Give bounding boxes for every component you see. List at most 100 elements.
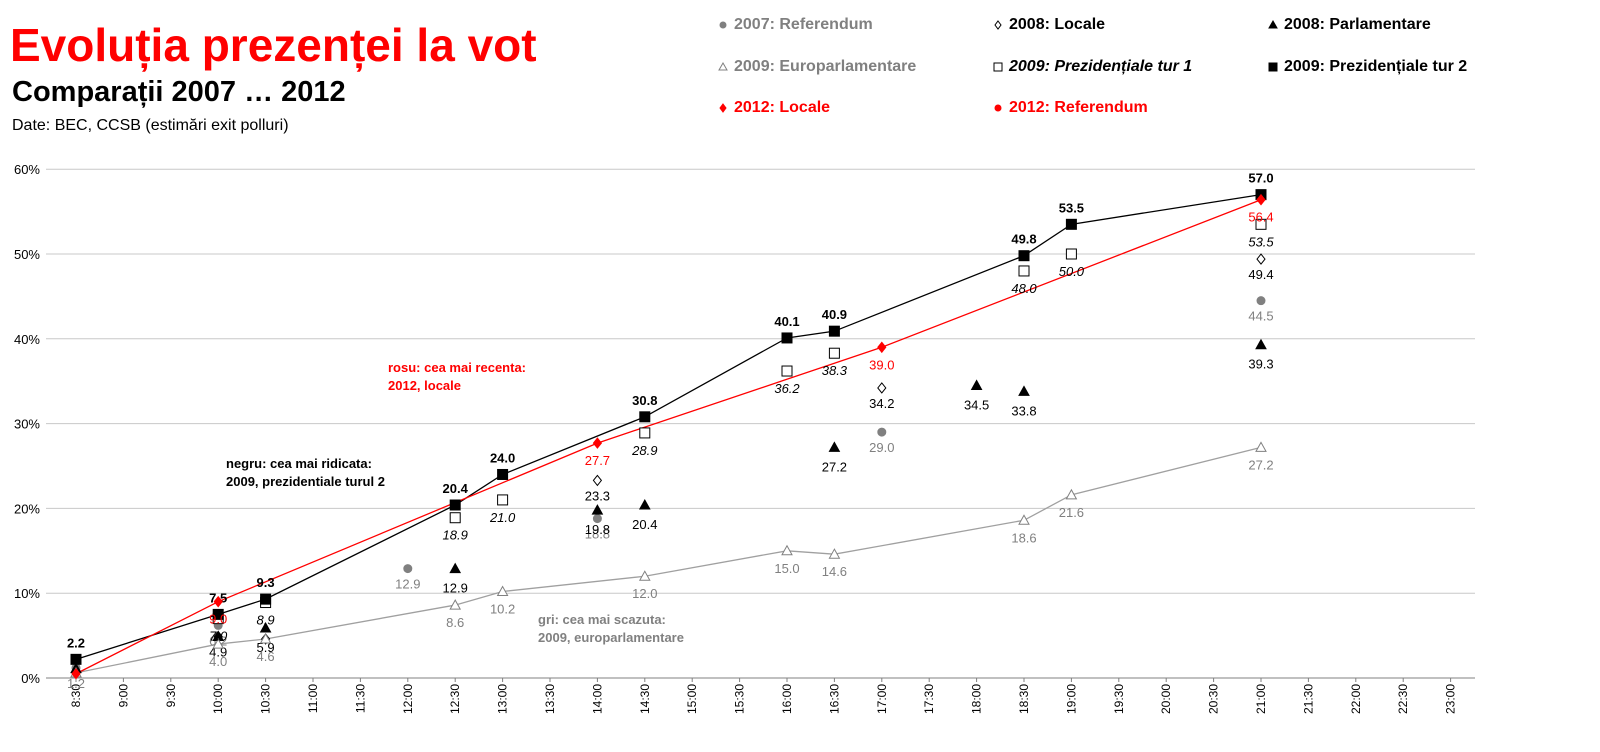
data-label-prez1_2009: 38.3 <box>822 363 848 378</box>
legend-item-ref2012: 2012: Referendum <box>993 99 1148 117</box>
x-tick-label: 10:30 <box>259 684 273 714</box>
legend-marker-icon <box>994 20 1002 30</box>
data-point-euro2009 <box>638 570 651 581</box>
data-label-ref2007: 18.8 <box>585 527 610 542</box>
x-tick-label: 13:00 <box>496 684 510 714</box>
data-label-parl2008: 20.4 <box>632 517 657 532</box>
data-point-prez2_2009 <box>639 411 651 423</box>
annotation-text: gri: cea mai scazuta: <box>538 612 666 627</box>
chart-subtitle: Comparații 2007 … 2012 <box>12 76 346 108</box>
y-tick-label: 40% <box>14 332 40 347</box>
data-label-parl2008: 19.8 <box>585 522 610 537</box>
data-label-loc2008: 49.4 <box>1248 267 1273 282</box>
x-tick-label: 16:30 <box>827 684 841 714</box>
data-point-loc2012 <box>877 341 887 354</box>
data-label-prez1_2009: 48.0 <box>1011 281 1037 296</box>
legend-item-prez1_2009: 2009: Prezidențiale tur 1 <box>993 58 1192 76</box>
data-point-loc2012 <box>213 595 223 608</box>
data-label-parl2008: 33.8 <box>1011 403 1036 418</box>
data-point-euro2009 <box>449 599 462 610</box>
data-label-euro2009: 14.6 <box>822 564 847 579</box>
x-tick-label: 19:30 <box>1112 684 1126 714</box>
data-point-prez2_2009 <box>828 325 840 337</box>
legend-item-loc2012: 2012: Locale <box>718 99 830 117</box>
data-point-parl2008 <box>591 504 604 515</box>
x-tick-label: 18:00 <box>970 684 984 714</box>
data-point-prez2_2009 <box>212 608 224 620</box>
x-tick-label: 11:30 <box>353 684 367 713</box>
data-point-euro2009 <box>1018 514 1030 525</box>
legend-item-parl2008: 2008: Parlamentare <box>1268 16 1431 34</box>
data-point-parl2008 <box>1255 338 1267 350</box>
data-point-euro2009 <box>828 548 841 559</box>
x-tick-label: 10:00 <box>211 684 225 714</box>
data-point-prez2_2009 <box>1018 250 1030 262</box>
data-label-prez2_2009: 9.3 <box>257 575 275 590</box>
annotation-text: negru: cea mai ridicata: <box>226 456 372 471</box>
x-tick-label: 19:00 <box>1064 684 1078 714</box>
legend-label: 2008: Parlamentare <box>1284 16 1431 33</box>
data-point-prez2_2009 <box>781 332 793 344</box>
x-tick-label: 11:00 <box>306 684 320 713</box>
x-tick-label: 9:30 <box>164 684 178 708</box>
x-tick-label: 20:30 <box>1207 684 1221 714</box>
data-point-prez1_2009 <box>497 494 509 506</box>
legend-item-euro2009: 2009: Europarlamentare <box>718 58 916 76</box>
data-label-euro2009: 4.6 <box>257 649 275 664</box>
x-tick-label: 21:30 <box>1301 684 1315 714</box>
data-label-euro2009: 4.0 <box>209 654 227 669</box>
data-label-loc2008: 34.2 <box>869 396 894 411</box>
data-point-parl2008 <box>259 621 272 633</box>
data-label-parl2008: 5.9 <box>257 640 275 655</box>
data-label-prez2_2009: 40.1 <box>774 314 799 329</box>
data-point-parl2008 <box>828 441 841 452</box>
data-point-prez2_2009 <box>1065 218 1077 230</box>
data-label-euro2009: 21.6 <box>1059 505 1084 520</box>
data-label-prez2_2009: 40.9 <box>822 307 847 322</box>
y-tick-label: 50% <box>14 247 40 262</box>
data-point-euro2009 <box>1065 488 1078 500</box>
legend-label: 2012: Locale <box>734 99 831 116</box>
data-label-ref2007: 44.5 <box>1248 309 1273 324</box>
data-label-loc2012: 56.4 <box>1248 210 1273 225</box>
data-label-prez1_2009: 8.9 <box>257 613 275 628</box>
data-point-prez1_2009 <box>1065 248 1077 260</box>
data-point-prez2_2009 <box>70 653 82 665</box>
data-point-prez1_2009 <box>639 427 651 439</box>
data-label-ref2007: 12.9 <box>395 577 420 592</box>
data-point-ref2007 <box>403 564 413 574</box>
data-source: Date: BEC, CCSB (estimări exit polluri) <box>12 117 289 134</box>
data-label-loc2012: 27.7 <box>585 453 610 468</box>
data-label-prez2_2009: 30.8 <box>632 393 657 408</box>
data-label-ref2007: 29.0 <box>869 440 894 455</box>
data-label-euro2009: 10.2 <box>490 602 515 617</box>
x-tick-label: 16:00 <box>780 684 794 714</box>
data-point-ref2007 <box>1256 296 1266 306</box>
data-point-parl2008 <box>1018 385 1030 396</box>
x-tick-label: 14:30 <box>638 684 652 714</box>
legend-item-prez2_2009: 2009: Prezidențiale tur 2 <box>1268 58 1467 76</box>
x-tick-label: 14:00 <box>590 684 604 714</box>
data-point-parl2008 <box>970 379 983 390</box>
data-label-parl2008: 12.9 <box>443 581 468 596</box>
data-label-prez1_2009: 18.9 <box>443 528 468 543</box>
data-label-euro2009: 15.0 <box>774 561 799 576</box>
data-label-prez1_2009: 7.0 <box>209 629 228 644</box>
data-label-parl2008: 34.5 <box>964 397 989 412</box>
data-point-loc2012 <box>1256 193 1266 206</box>
x-tick-label: 21:00 <box>1254 684 1268 714</box>
x-tick-label: 15:30 <box>733 684 747 714</box>
legend-label: 2007: Referendum <box>734 16 873 33</box>
data-label-parl2008: 39.3 <box>1248 357 1273 372</box>
data-label-prez1_2009: 21.0 <box>489 510 516 525</box>
data-label-prez1_2009: 53.5 <box>1248 234 1274 249</box>
legend-marker-icon <box>718 61 728 71</box>
data-point-prez1_2009 <box>1018 265 1030 277</box>
data-label-loc2012: 9.0 <box>209 612 227 627</box>
legend-label: 2012: Referendum <box>1009 99 1148 116</box>
x-tick-label: 12:30 <box>448 684 462 714</box>
chart-title: Evoluția prezenței la vot <box>10 19 537 71</box>
data-point-prez2_2009 <box>260 593 272 605</box>
x-tick-label: 13:30 <box>543 684 557 714</box>
x-tick-label: 9:00 <box>116 684 130 708</box>
